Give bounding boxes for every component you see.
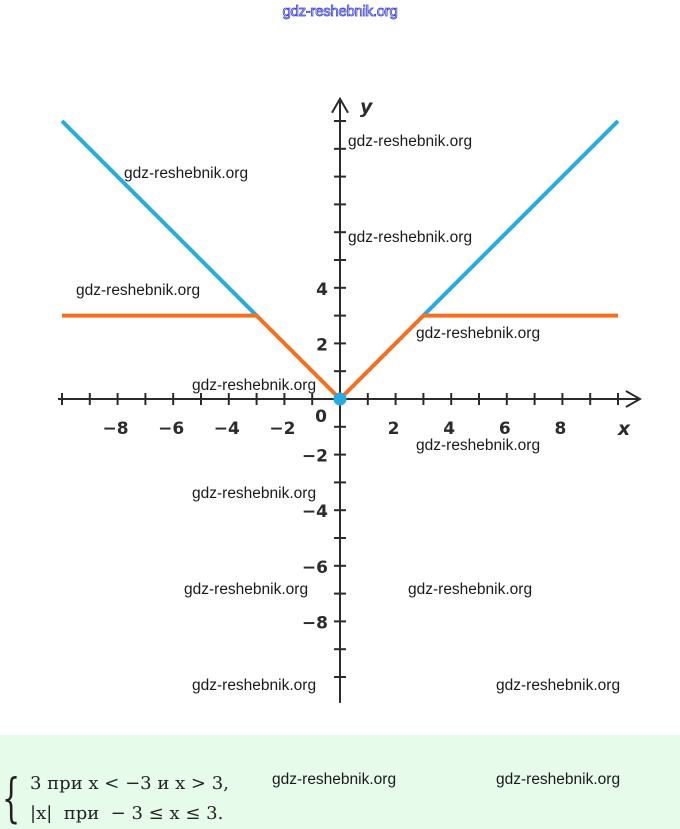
watermark: gdz-reshebnik.org	[348, 133, 472, 150]
y-tick-label: 2	[316, 335, 328, 355]
watermark: gdz-reshebnik.org	[496, 677, 620, 694]
x-tick-label: −4	[214, 419, 240, 439]
x-tick-label: −6	[158, 419, 184, 439]
x-tick-label: 4	[443, 419, 455, 439]
system-brace: {	[2, 769, 21, 829]
x-axis-label: x	[617, 418, 631, 440]
watermark: gdz-reshebnik.org	[192, 485, 316, 502]
y-tick-label: −2	[302, 447, 328, 467]
axes	[58, 96, 642, 703]
watermark: gdz-reshebnik.org	[192, 377, 316, 394]
watermark: gdz-reshebnik.org	[416, 325, 540, 342]
watermark: gdz-reshebnik.org	[416, 437, 540, 454]
x-tick-label: −8	[103, 419, 129, 439]
y-tick-label: 4	[316, 280, 328, 300]
series-line-1	[60, 119, 259, 318]
x-tick-label: −2	[269, 419, 295, 439]
y-axis-label: y	[360, 96, 374, 118]
y-tick-label: −6	[302, 558, 328, 578]
site-header[interactable]: gdz-reshebnik.org	[282, 3, 398, 21]
function-graph: −8 −6 −4 −2 2 4 6 8 4 2 −2 −4 −6 −8 0 x y gdz-reshebnik.…	[58, 96, 642, 703]
y-tick-label: −4	[302, 502, 328, 522]
answer-watermark-left: gdz-reshebnik.org	[272, 771, 397, 788]
labels-layer: −8 −6 −4 −2 2 4 6 8 4 2 −2 −4 −6 −8 0 x y	[103, 96, 631, 634]
x-tick-label: 2	[388, 419, 400, 439]
x-tick-label: 6	[499, 419, 511, 439]
y-axis-arrow	[331, 96, 349, 114]
x-tick-label: 8	[554, 419, 566, 439]
answer-case-2: |x| при − 3 ≤ x ≤ 3.	[30, 803, 224, 824]
watermark: gdz-reshebnik.org	[192, 677, 316, 694]
answer-watermark-right: gdz-reshebnik.org	[496, 771, 621, 788]
watermark: gdz-reshebnik.org	[184, 581, 308, 598]
x-axis-arrow	[625, 390, 642, 408]
answer-case-1: 3 при x < −3 и x > 3,	[30, 773, 229, 794]
watermark-layer: gdz-reshebnik.org gdz-reshebnik.org gdz-re…	[76, 133, 620, 694]
watermark: gdz-reshebnik.org	[348, 229, 472, 246]
watermark: gdz-reshebnik.org	[124, 165, 248, 182]
watermark: gdz-reshebnik.org	[408, 581, 532, 598]
watermark: gdz-reshebnik.org	[76, 282, 200, 299]
answer-box: { 3 при x < −3 и x > 3, |x| при − 3 ≤ x …	[0, 735, 680, 829]
series-layer	[60, 119, 620, 406]
series-line-2	[421, 119, 620, 318]
y-tick-label: −8	[302, 613, 328, 633]
origin-point	[333, 392, 347, 406]
origin-label: 0	[315, 407, 327, 427]
